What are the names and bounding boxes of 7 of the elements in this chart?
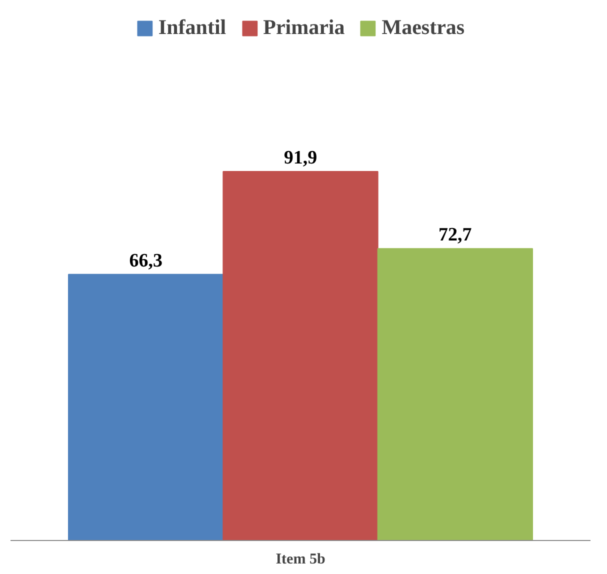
legend-label: Maestras	[382, 15, 465, 40]
legend-label: Primaria	[263, 15, 345, 40]
data-label: 66,3	[129, 250, 162, 272]
data-label: 91,9	[284, 148, 318, 169]
data-label: 72,7	[438, 224, 472, 246]
legend-label: Infantil	[158, 15, 226, 40]
x-axis-title: Item 5b	[276, 552, 326, 568]
